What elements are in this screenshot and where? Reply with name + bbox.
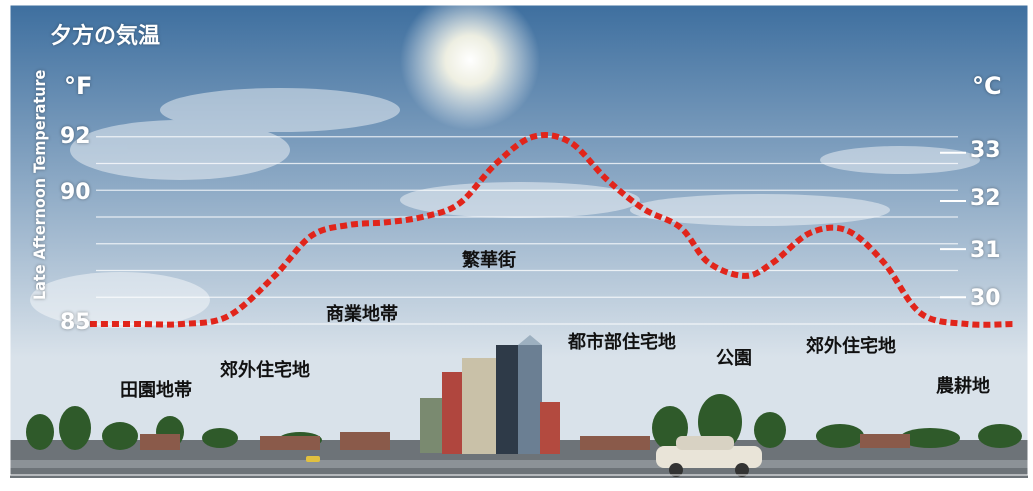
zone-label: 公園: [716, 348, 752, 369]
zone-label: 郊外住宅地: [220, 360, 310, 381]
right-tick-label: 33: [970, 138, 1001, 163]
zone-label: 郊外住宅地: [806, 336, 896, 357]
zone-label: 繁華街: [462, 250, 516, 271]
zone-label: 農耕地: [936, 376, 990, 397]
left-unit-label: °F: [64, 72, 93, 100]
left-tick-label: 85: [60, 310, 91, 335]
ground-scene: [10, 335, 1028, 478]
clouds: [30, 88, 980, 328]
left-tick-label: 92: [60, 124, 91, 149]
right-unit-label: °C: [972, 72, 1002, 100]
temperature-curve: [90, 132, 1014, 328]
zone-label: 商業地帯: [326, 304, 398, 325]
road: [10, 460, 1028, 468]
car: [656, 436, 762, 477]
zone-label: 都市部住宅地: [568, 332, 676, 353]
houses: [140, 432, 910, 450]
right-tick-label: 30: [970, 286, 1001, 311]
downtown-buildings: [420, 335, 560, 454]
car-small: [306, 456, 320, 462]
sun: [400, 0, 540, 130]
left-tick-label: 90: [60, 180, 91, 205]
gridlines: [96, 136, 958, 325]
y-axis-title: Late Afternoon Temperature: [30, 69, 49, 300]
chart-title: 夕方の気温: [50, 24, 161, 49]
zone-label: 田園地帯: [120, 380, 192, 401]
frame-border: [9, 4, 1029, 476]
right-tick-label: 32: [970, 186, 1001, 211]
right-tick-label: 31: [970, 238, 1001, 263]
right-axis-tick-marks: [940, 151, 966, 299]
